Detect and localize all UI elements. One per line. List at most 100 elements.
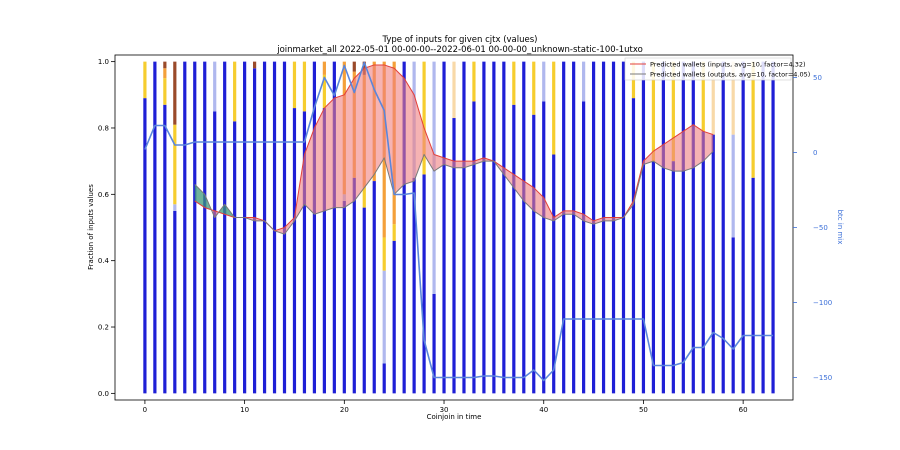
bar-segment-fresh-53 — [671, 161, 675, 394]
band-fill-segment-41 — [553, 210, 564, 221]
bar-segment-fresh-46 — [601, 61, 606, 394]
band-fill-segment-32 — [463, 161, 474, 168]
band-fill-segment-5 — [194, 184, 205, 208]
right-y-axis: 50 0 −50 −100 −150 — [793, 74, 832, 382]
band-fill-segment-31 — [454, 161, 464, 168]
band-fill-segment-45 — [593, 217, 604, 225]
bar-segment-fresh-31 — [452, 118, 456, 394]
bar-segment-brown-2 — [163, 61, 167, 69]
bar-segment-fresh-33 — [472, 101, 476, 394]
bar-segment-fresh-61 — [751, 177, 755, 394]
bar-segment-fresh-19 — [332, 61, 336, 394]
bar-segment-gold-15 — [292, 61, 297, 109]
band-fill-segment-23 — [374, 64, 385, 175]
y-tick-label-0: 0.0 — [98, 390, 109, 398]
bar-segment-gold-33 — [472, 61, 476, 102]
bar-segment-remix-24 — [382, 270, 386, 364]
bar-segment-fresh-5 — [193, 61, 197, 394]
bar-segment-fresh-23 — [372, 181, 376, 394]
band-fill-layer — [194, 64, 714, 235]
band-fill-segment-26 — [404, 78, 415, 185]
band-fill-segment-42 — [563, 210, 574, 215]
bar-segment-fresh-3 — [173, 210, 177, 394]
bar-segment-fresh-50 — [641, 61, 646, 394]
bar-segment-fresh-12 — [262, 61, 267, 394]
bar-segment-peach-57 — [711, 61, 715, 135]
chart-title: Type of inputs for given cjtx (values) — [382, 35, 538, 45]
band-fill-segment-52 — [663, 137, 674, 172]
bar-segment-fresh-28 — [422, 174, 426, 394]
band-fill-segment-55 — [693, 124, 704, 168]
bar-segment-gold-51 — [651, 61, 656, 162]
bar-segment-fresh-57 — [711, 134, 715, 394]
bar-segment-fresh-58 — [721, 61, 725, 394]
x-tick-label-20: 20 — [340, 406, 349, 414]
legend-label-inputs: Predicted wallets (inputs, avg=10, facto… — [650, 61, 806, 69]
bar-segment-fresh-15 — [292, 108, 297, 394]
band-fill-segment-29 — [434, 154, 445, 172]
bar-segment-remix-44 — [582, 61, 586, 102]
band-fill-segment-20 — [344, 78, 355, 208]
bars-layer — [143, 61, 775, 394]
band-fill-segment-24 — [384, 64, 395, 195]
band-fill-segment-56 — [703, 131, 714, 162]
bar-segment-gold-41 — [552, 61, 556, 155]
y-axis: 0.0 0.2 0.4 0.6 0.8 1.0 — [98, 58, 115, 398]
right-y-tick-label--150: −150 — [813, 374, 832, 382]
bar-segment-fresh-9 — [233, 121, 237, 394]
bar-segment-gold-28 — [422, 61, 426, 175]
bar-segment-fresh-42 — [562, 61, 566, 394]
bar-segment-fresh-18 — [322, 108, 326, 394]
bar-segment-fresh-38 — [522, 61, 526, 394]
y-tick-label-1: 1.0 — [98, 58, 109, 66]
bar-segment-gold-24 — [382, 237, 386, 271]
bar-segment-fresh-56 — [701, 131, 705, 394]
bar-segment-fresh-4 — [183, 61, 187, 394]
bar-segment-fresh-43 — [572, 61, 576, 394]
bar-segment-fresh-7 — [213, 111, 217, 394]
bar-segment-remix-3 — [173, 204, 177, 211]
bar-segment-fresh-37 — [512, 104, 516, 394]
bar-segment-gold-56 — [701, 61, 705, 132]
bar-segment-fresh-44 — [582, 101, 586, 394]
band-fill-segment-37 — [513, 174, 524, 201]
x-axis: 0 10 20 30 40 50 60 — [143, 400, 748, 414]
y-axis-label: Fraction of inputs values — [87, 184, 95, 270]
bar-segment-gold-25 — [392, 224, 396, 241]
bar-segment-gold-18 — [322, 74, 326, 109]
x-tick-label-40: 40 — [539, 406, 548, 414]
band-fill-segment-43 — [573, 210, 584, 221]
bar-segment-gold-16 — [302, 61, 307, 112]
y-tick-label-0.6: 0.6 — [98, 191, 110, 199]
bar-segment-fresh-24 — [382, 363, 386, 394]
bar-segment-remix-7 — [213, 61, 217, 112]
bar-segment-fresh-39 — [532, 114, 536, 394]
bar-segment-peach-59 — [731, 61, 735, 135]
bar-segment-fresh-48 — [621, 61, 626, 394]
bar-segment-fresh-32 — [462, 61, 466, 394]
legend-label-outputs: Predicted wallets (outputs, avg=10, fact… — [650, 71, 810, 79]
legend: Predicted wallets (inputs, avg=10, facto… — [624, 57, 810, 81]
legend-box — [624, 57, 792, 81]
bar-segment-fresh-62 — [761, 61, 765, 394]
band-fill-segment-21 — [354, 68, 365, 201]
bar-segment-fresh-25 — [392, 240, 396, 394]
bar-segment-brown-21 — [352, 61, 356, 72]
inputs-predicted-wallets-line — [194, 64, 714, 232]
right-y-tick-label-50: 50 — [813, 74, 822, 82]
bar-segment-gold-2 — [163, 78, 167, 105]
outputs-predicted-wallets-line — [194, 150, 714, 235]
series-lines-layer — [144, 61, 774, 382]
right-y-tick-label--50: −50 — [813, 224, 828, 232]
band-fill-segment-51 — [653, 144, 664, 168]
band-fill-segment-50 — [643, 151, 654, 165]
bar-segment-fresh-21 — [352, 177, 356, 394]
bar-segment-fresh-60 — [741, 61, 745, 394]
bar-segment-fresh-13 — [272, 61, 277, 394]
band-fill-segment-33 — [473, 157, 484, 165]
bar-segment-fresh-20 — [342, 200, 346, 394]
band-fill-segment-13 — [274, 227, 285, 235]
bar-segment-fresh-52 — [661, 61, 665, 394]
bar-segment-gold-0 — [143, 61, 147, 99]
